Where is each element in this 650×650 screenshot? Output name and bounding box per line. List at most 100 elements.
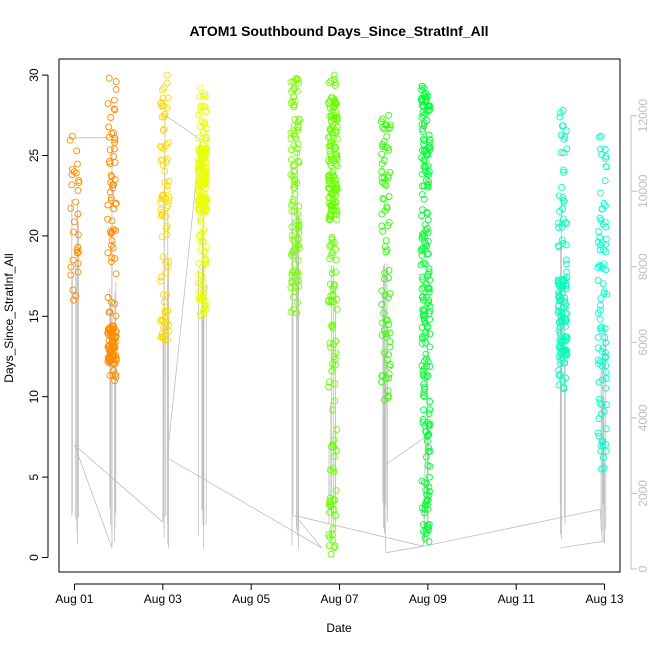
data-point [163,71,171,79]
data-point [597,294,605,302]
data-point [418,86,426,94]
data-point [562,333,569,341]
data-point [557,276,565,284]
data-point [330,71,338,79]
data-point [68,171,76,179]
data-point [325,180,333,188]
plot-frame [58,58,621,573]
data-point [385,274,392,282]
data-point [106,146,114,154]
data-point [422,293,430,301]
y-axis-label: Days_Since_StratInf_All [2,253,16,382]
data-point [330,157,338,164]
data-point [196,122,204,130]
data-point [326,280,334,288]
data-point [422,530,430,538]
data-point [422,350,430,358]
data-point [419,521,427,529]
data-point [417,95,425,103]
data-point [602,248,610,256]
data-point [197,145,205,152]
data-point [198,165,206,172]
data-point [562,276,570,284]
data-point [384,387,392,395]
data-point [419,96,426,104]
data-point [326,339,334,347]
data-point [326,242,334,250]
data-point [556,109,564,117]
data-point [385,374,393,382]
data-point [328,269,336,277]
data-point [195,145,203,153]
data-point [421,385,429,393]
data-point [111,106,119,114]
data-point [419,419,427,427]
data-point [598,327,606,335]
data-point [288,87,295,95]
data-point [74,243,82,251]
data-point [594,264,602,271]
data-point [325,216,333,223]
data-point [197,181,205,189]
data-point [381,326,388,334]
data-point [424,92,432,100]
data-point [426,330,434,338]
data-point [378,319,386,327]
data-point [333,115,341,123]
data-point [332,187,340,195]
data-point [68,132,76,140]
data-point [198,118,206,125]
data-point [332,176,340,184]
data-point [421,137,429,145]
data-point [424,284,432,292]
data-point [597,150,605,158]
data-point [563,145,571,153]
data-point [295,158,303,166]
data-point [599,454,607,462]
data-point [163,291,171,299]
data-point [107,114,115,121]
data-point [560,337,568,345]
data-point [555,291,563,299]
data-point [162,213,170,220]
data-point [163,155,171,163]
data-point [556,329,564,337]
data-point [385,321,393,328]
data-point [563,268,571,276]
data-point [418,273,426,281]
data-point [603,290,611,298]
data-point [111,300,118,308]
data-point [289,162,297,170]
data-point [562,241,570,249]
data-point [332,349,340,357]
data-point [379,143,387,151]
data-point [194,134,202,142]
data-point [105,158,113,165]
data-point [421,534,429,542]
data-point [290,130,298,138]
data-point [422,96,430,103]
right-axis-tick-label: 0 [636,565,650,572]
data-point [290,121,298,129]
data-point [291,97,299,105]
data-point [290,78,298,86]
data-point [108,130,116,138]
data-point [72,198,80,206]
data-point [333,151,341,159]
data-point [598,401,606,409]
data-point [602,240,610,248]
data-point [107,197,115,204]
data-point [602,353,610,360]
data-point [384,394,392,402]
data-point [161,167,169,175]
data-point [198,272,206,280]
right-axis-tick-label: 8000 [636,253,650,280]
data-point [158,233,166,241]
data-point [418,333,426,341]
data-point [600,408,608,416]
data-point [424,521,432,529]
data-point [68,165,76,173]
data-point [72,292,80,300]
data-point [426,136,434,144]
